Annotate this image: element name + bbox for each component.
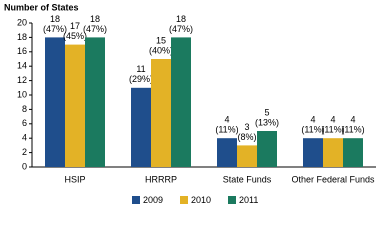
- bar: [303, 138, 323, 167]
- x-tick-label: Other Federal Funds: [291, 174, 375, 184]
- share-label: (8%): [237, 132, 256, 142]
- share-label: (45%): [63, 31, 87, 41]
- share-label: (11%): [341, 125, 364, 135]
- legend-swatch: [180, 196, 188, 204]
- y-tick-label: 20: [17, 17, 27, 27]
- value-label: 4: [310, 115, 315, 125]
- y-tick-label: 16: [17, 46, 27, 56]
- bar: [217, 138, 237, 167]
- share-label: (40%): [149, 45, 173, 55]
- chart: Number of States 0 2 4 6 8 10 12 14 16 18 20 HSIP 18…: [4, 2, 376, 205]
- y-tick-label: 14: [17, 61, 27, 71]
- bar: [85, 37, 105, 168]
- bar: [131, 87, 151, 167]
- share-label: (47%): [83, 24, 107, 34]
- value-label: 5: [264, 107, 269, 117]
- y-tick-label: 0: [22, 161, 27, 171]
- value-label: 4: [224, 115, 229, 125]
- share-label: (11%): [301, 125, 324, 135]
- value-label: 3: [244, 122, 249, 132]
- share-label: (11%): [215, 125, 238, 135]
- value-label: 17: [70, 21, 80, 31]
- share-label: (47%): [43, 24, 67, 34]
- x-tick-label: State Funds: [223, 174, 272, 184]
- y-tick-label: 4: [22, 133, 27, 143]
- bar: [151, 59, 171, 167]
- share-label: (29%): [129, 74, 153, 84]
- x-tick-label: HSIP: [64, 174, 85, 184]
- share-label: (13%): [255, 117, 279, 127]
- y-tick-label: 10: [17, 89, 27, 99]
- y-tick-label: 8: [22, 104, 27, 114]
- value-label: 18: [176, 14, 186, 24]
- bar: [237, 145, 257, 167]
- legend-swatch: [132, 196, 140, 204]
- y-axis-title: Number of States: [4, 2, 79, 12]
- y-tick-label: 12: [17, 75, 27, 85]
- bar: [171, 37, 191, 168]
- legend-label: 2009: [143, 195, 163, 205]
- bar: [257, 131, 277, 167]
- value-label: 18: [50, 14, 60, 24]
- value-label: 11: [136, 64, 145, 74]
- share-label: (11%): [321, 125, 344, 135]
- y-tick-label: 2: [22, 147, 27, 157]
- legend-swatch: [228, 196, 236, 204]
- x-tick-label: HRRRP: [145, 174, 177, 184]
- share-label: (47%): [169, 24, 193, 34]
- bar: [343, 138, 363, 167]
- value-label: 4: [350, 115, 355, 125]
- legend-label: 2011: [239, 195, 258, 205]
- y-tick-label: 6: [22, 118, 27, 128]
- value-label: 15: [156, 35, 166, 45]
- bar: [65, 44, 85, 167]
- legend-label: 2010: [191, 195, 211, 205]
- bar: [323, 138, 343, 167]
- value-label: 4: [330, 115, 335, 125]
- y-tick-label: 18: [17, 32, 27, 42]
- value-label: 18: [90, 14, 100, 24]
- bar: [45, 37, 65, 168]
